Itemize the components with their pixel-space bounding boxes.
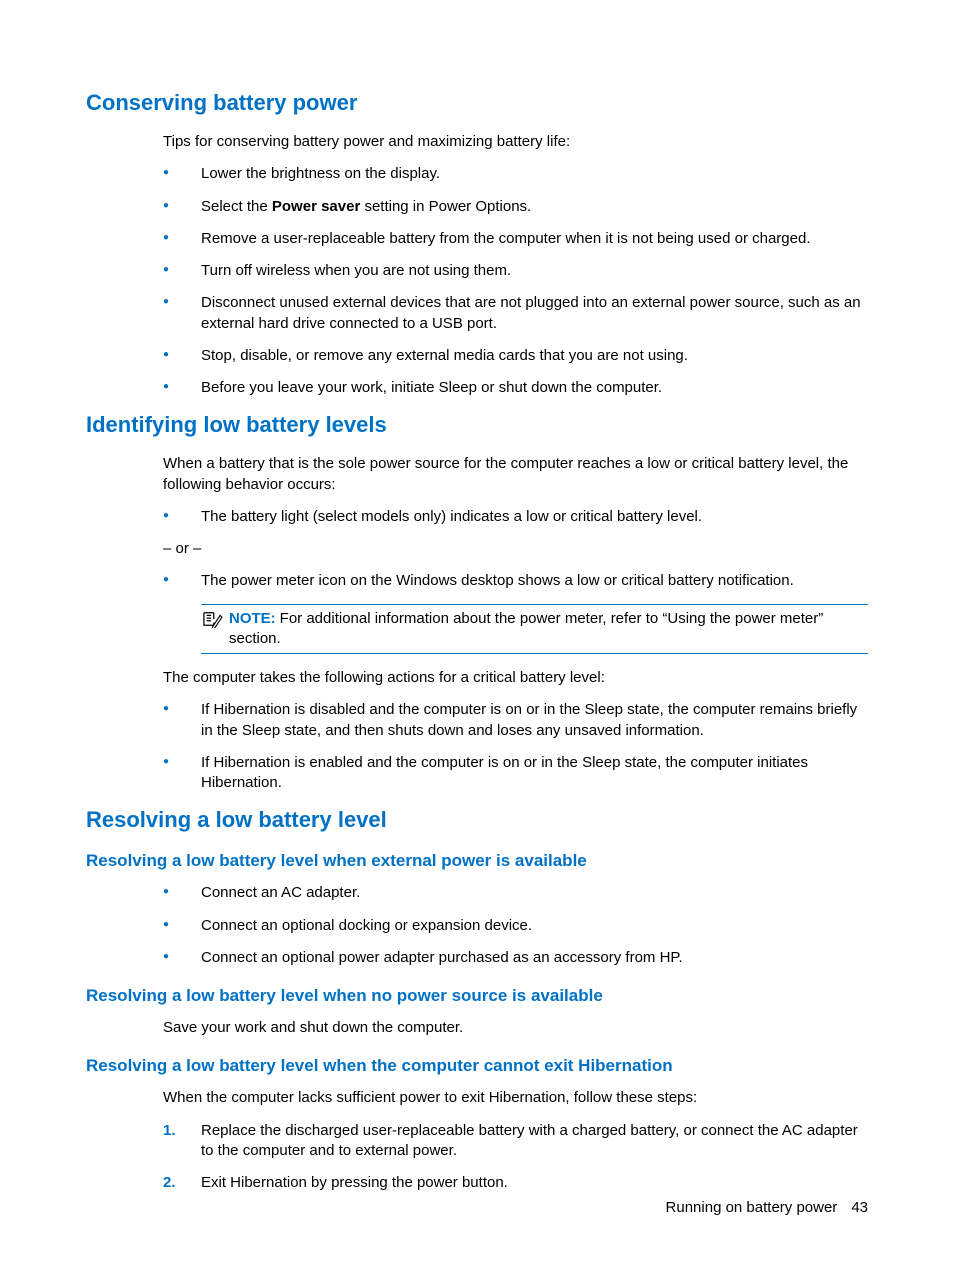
note-body: For additional information about the pow…	[229, 610, 823, 647]
footer-label: Running on battery power	[666, 1199, 838, 1216]
footer-page-number: 43	[851, 1199, 868, 1216]
step-item: Exit Hibernation by pressing the power b…	[163, 1173, 868, 1193]
list-identifying-after: If Hibernation is disabled and the compu…	[163, 700, 868, 793]
para-resolving-2: Save your work and shut down the compute…	[163, 1018, 868, 1038]
page-footer: Running on battery power 43	[666, 1199, 868, 1216]
list-identifying-2: The power meter icon on the Windows desk…	[163, 571, 868, 591]
note-icon	[201, 610, 223, 628]
para-resolving-3-intro: When the computer lacks sufficient power…	[163, 1088, 868, 1108]
subheading-resolving-3: Resolving a low battery level when the c…	[86, 1056, 868, 1076]
list-item: If Hibernation is disabled and the compu…	[163, 700, 868, 741]
list-item: Select the Power saver setting in Power …	[163, 197, 868, 217]
steps-resolving-3: Replace the discharged user-replaceable …	[163, 1121, 868, 1194]
para-conserving-intro: Tips for conserving battery power and ma…	[163, 132, 868, 152]
list-item: The battery light (select models only) i…	[163, 507, 868, 527]
list-item: Lower the brightness on the display.	[163, 164, 868, 184]
list-item: Stop, disable, or remove any external me…	[163, 346, 868, 366]
note-text: NOTE:For additional information about th…	[229, 609, 868, 650]
para-or: – or –	[163, 539, 868, 559]
list-item: Turn off wireless when you are not using…	[163, 261, 868, 281]
heading-resolving: Resolving a low battery level	[86, 807, 868, 833]
step-item: Replace the discharged user-replaceable …	[163, 1121, 868, 1162]
list-item: Connect an AC adapter.	[163, 883, 868, 903]
list-item: The power meter icon on the Windows desk…	[163, 571, 868, 591]
list-item: Connect an optional docking or expansion…	[163, 916, 868, 936]
list-item: Disconnect unused external devices that …	[163, 293, 868, 334]
para-identifying-intro: When a battery that is the sole power so…	[163, 454, 868, 495]
list-item: If Hibernation is enabled and the comput…	[163, 753, 868, 794]
subheading-resolving-2: Resolving a low battery level when no po…	[86, 986, 868, 1006]
note-label: NOTE:	[229, 610, 276, 627]
subheading-resolving-1: Resolving a low battery level when exter…	[86, 851, 868, 871]
para-after: The computer takes the following actions…	[163, 668, 868, 688]
note-box: NOTE:For additional information about th…	[201, 604, 868, 655]
heading-identifying: Identifying low battery levels	[86, 412, 868, 438]
list-identifying-1: The battery light (select models only) i…	[163, 507, 868, 527]
list-item: Remove a user-replaceable battery from t…	[163, 229, 868, 249]
bold-token: Power saver	[272, 198, 360, 215]
list-item: Before you leave your work, initiate Sle…	[163, 378, 868, 398]
heading-conserving: Conserving battery power	[86, 90, 868, 116]
list-item: Connect an optional power adapter purcha…	[163, 948, 868, 968]
list-resolving-1: Connect an AC adapter. Connect an option…	[163, 883, 868, 968]
list-conserving: Lower the brightness on the display. Sel…	[163, 164, 868, 398]
